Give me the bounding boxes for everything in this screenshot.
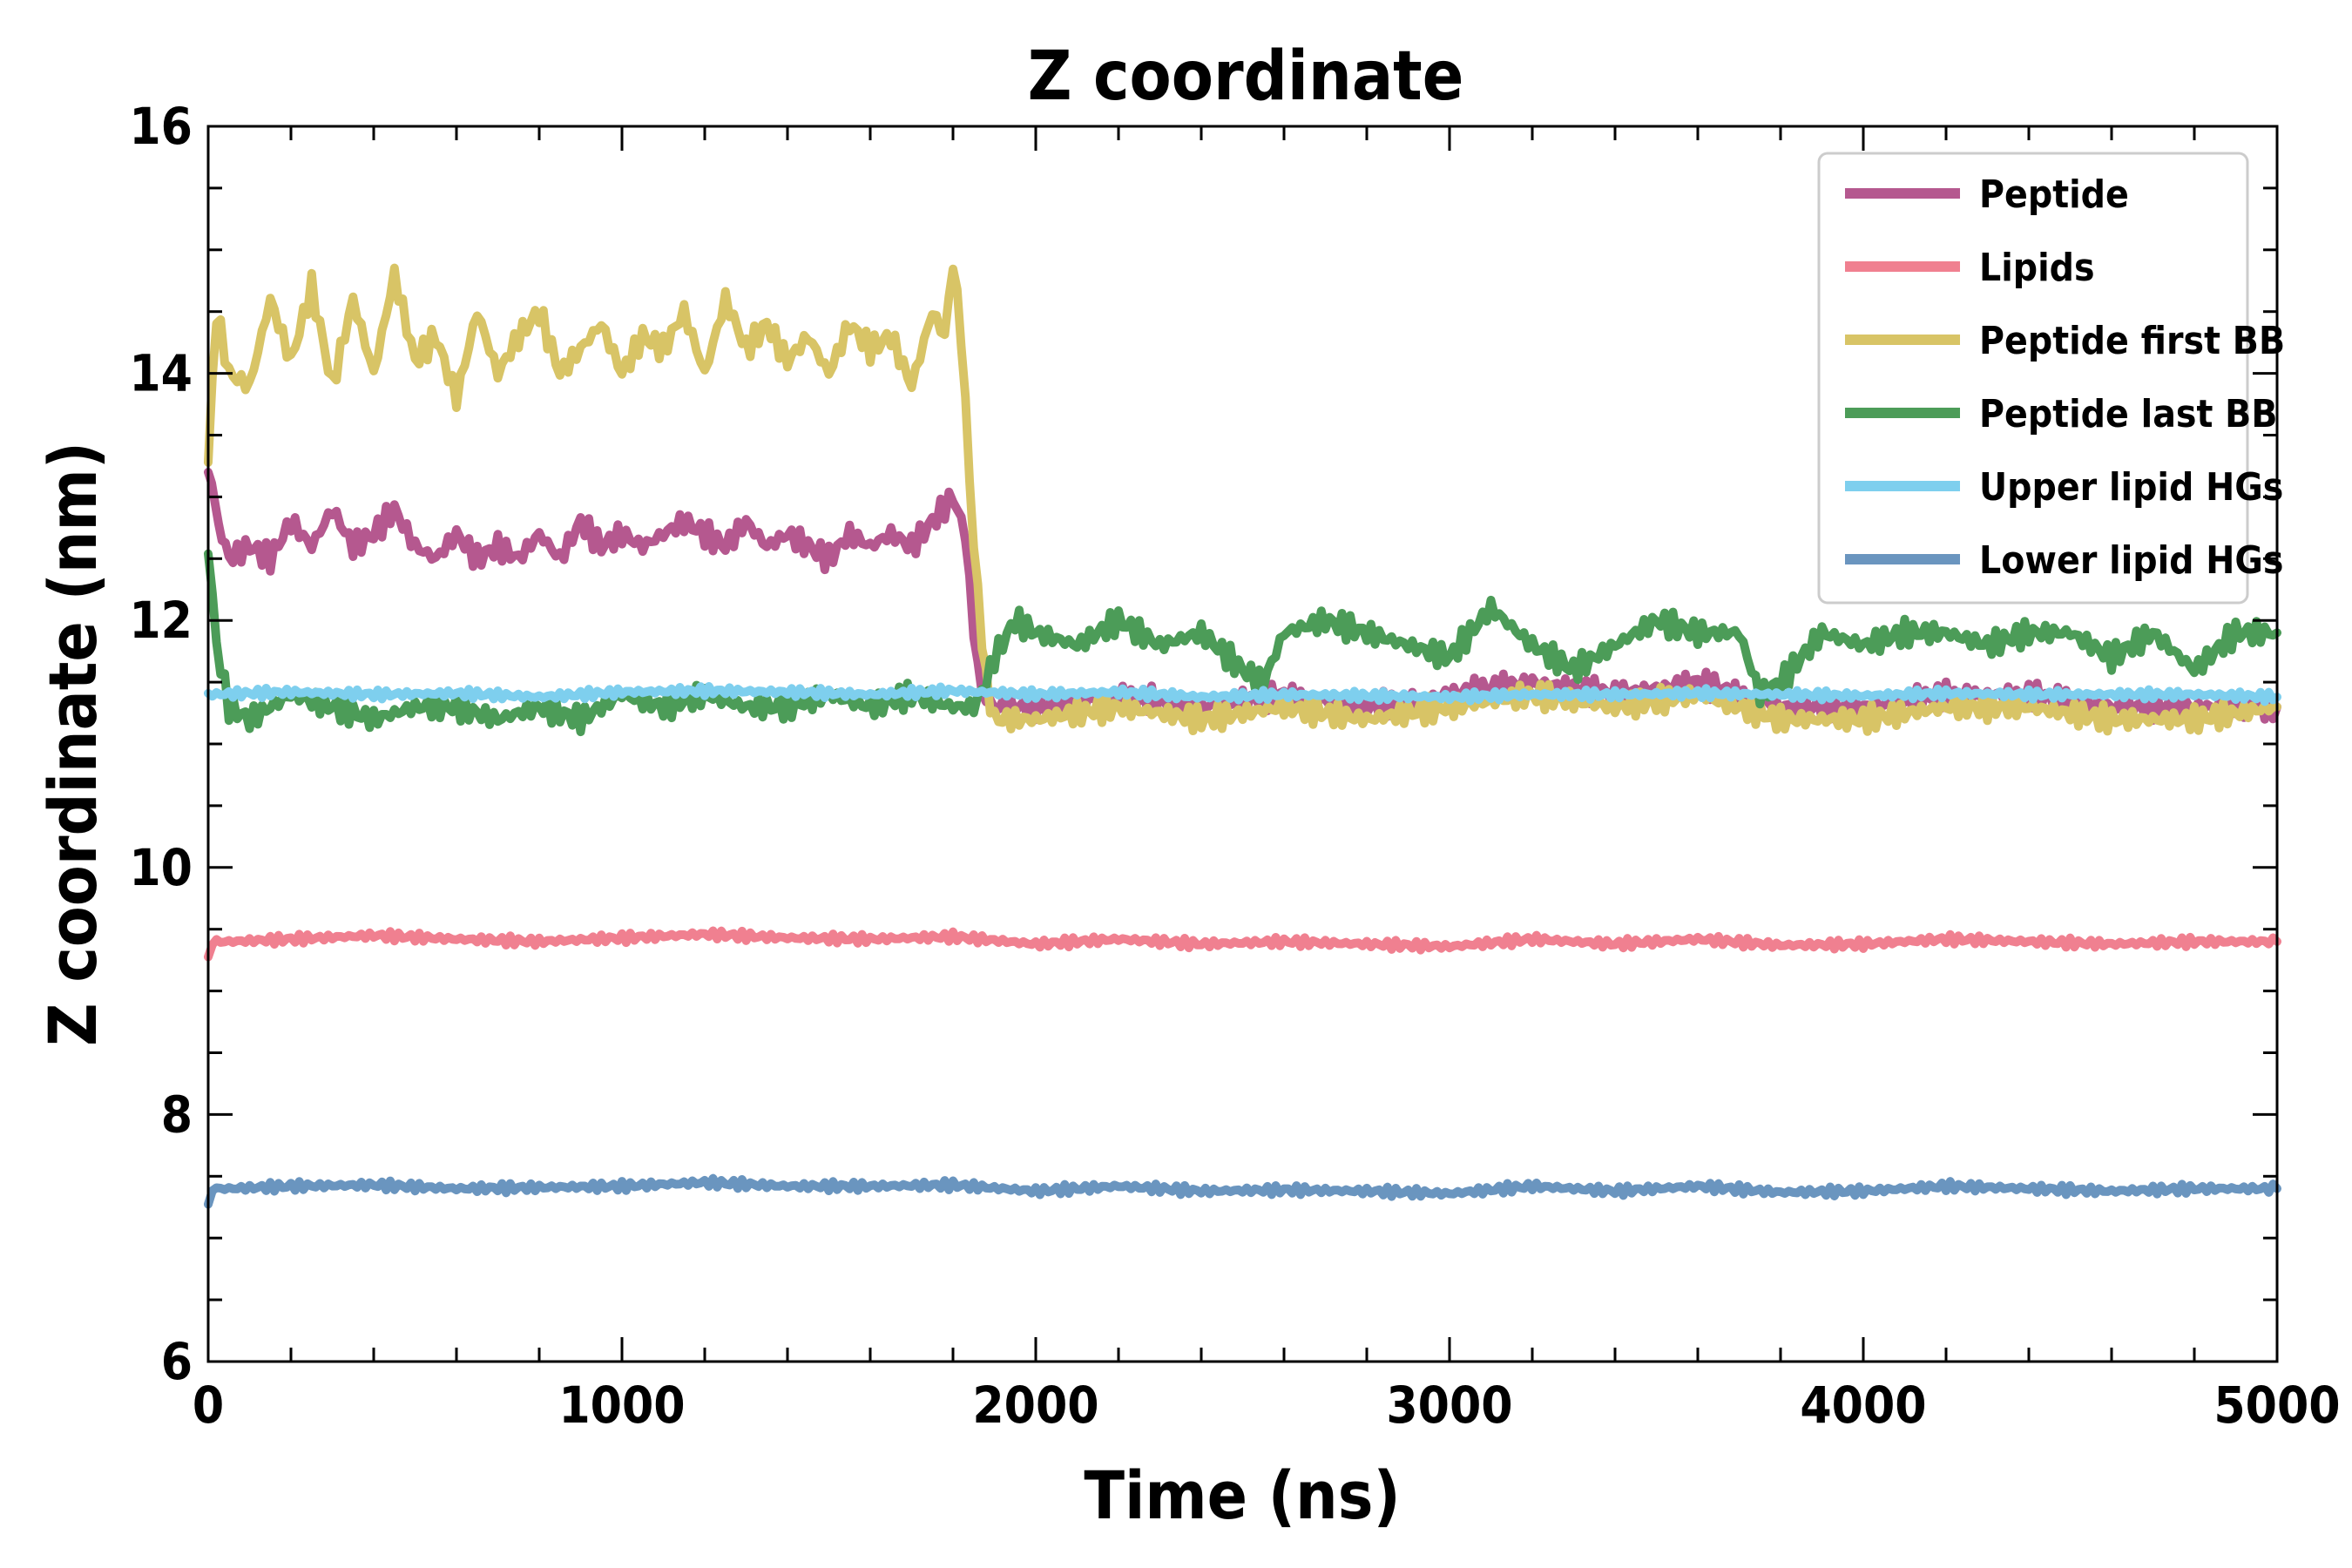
y-tick-label: 6 [161, 1332, 193, 1391]
legend-items: Peptide Lipids Peptide first BB Peptide las… [1845, 172, 2285, 583]
x-tick-label: 3000 [1386, 1375, 1512, 1435]
y-tick-label: 16 [129, 97, 193, 156]
series-line-lipids [204, 926, 2281, 962]
x-tick-label: 4000 [1800, 1375, 1926, 1435]
chart-title: Z coordinate [1028, 37, 1464, 116]
legend-label: Lower lipid HGs [1979, 538, 2283, 583]
tick-layer: 0 1000 2000 3000 4000 5000 6 8 10 12 14 16 [129, 97, 2340, 1435]
x-axis-title: Time (ns) [1084, 1456, 1400, 1534]
y-tick-label: 14 [129, 344, 193, 403]
x-tick-label: 2000 [972, 1375, 1098, 1435]
legend-label: Peptide last BB [1979, 392, 2278, 436]
legend-label: Upper lipid HGs [1979, 465, 2283, 510]
legend-label: Lipids [1979, 246, 2095, 290]
series-layer [204, 263, 2281, 1209]
x-tick-label: 0 [193, 1375, 224, 1435]
series-line-lower-lipid-hgs [204, 1173, 2281, 1209]
series-line-peptide-last-bb [204, 549, 2281, 737]
x-tick-label: 5000 [2213, 1375, 2340, 1435]
legend-label: Peptide [1979, 172, 2129, 217]
y-tick-label: 8 [161, 1085, 193, 1144]
legend: Peptide Lipids Peptide first BB Peptide las… [1817, 152, 2285, 605]
y-axis-title: Z coordinate (nm) [34, 442, 112, 1046]
x-tick-label: 1000 [558, 1375, 685, 1435]
legend-box [1817, 152, 2249, 605]
y-tick-label: 12 [129, 591, 193, 650]
legend-label: Peptide first BB [1979, 319, 2285, 363]
series-line-peptide-first-bb [204, 263, 2281, 736]
y-tick-label: 10 [129, 838, 193, 897]
series-line-upper-lipid-hgs [204, 682, 2281, 706]
